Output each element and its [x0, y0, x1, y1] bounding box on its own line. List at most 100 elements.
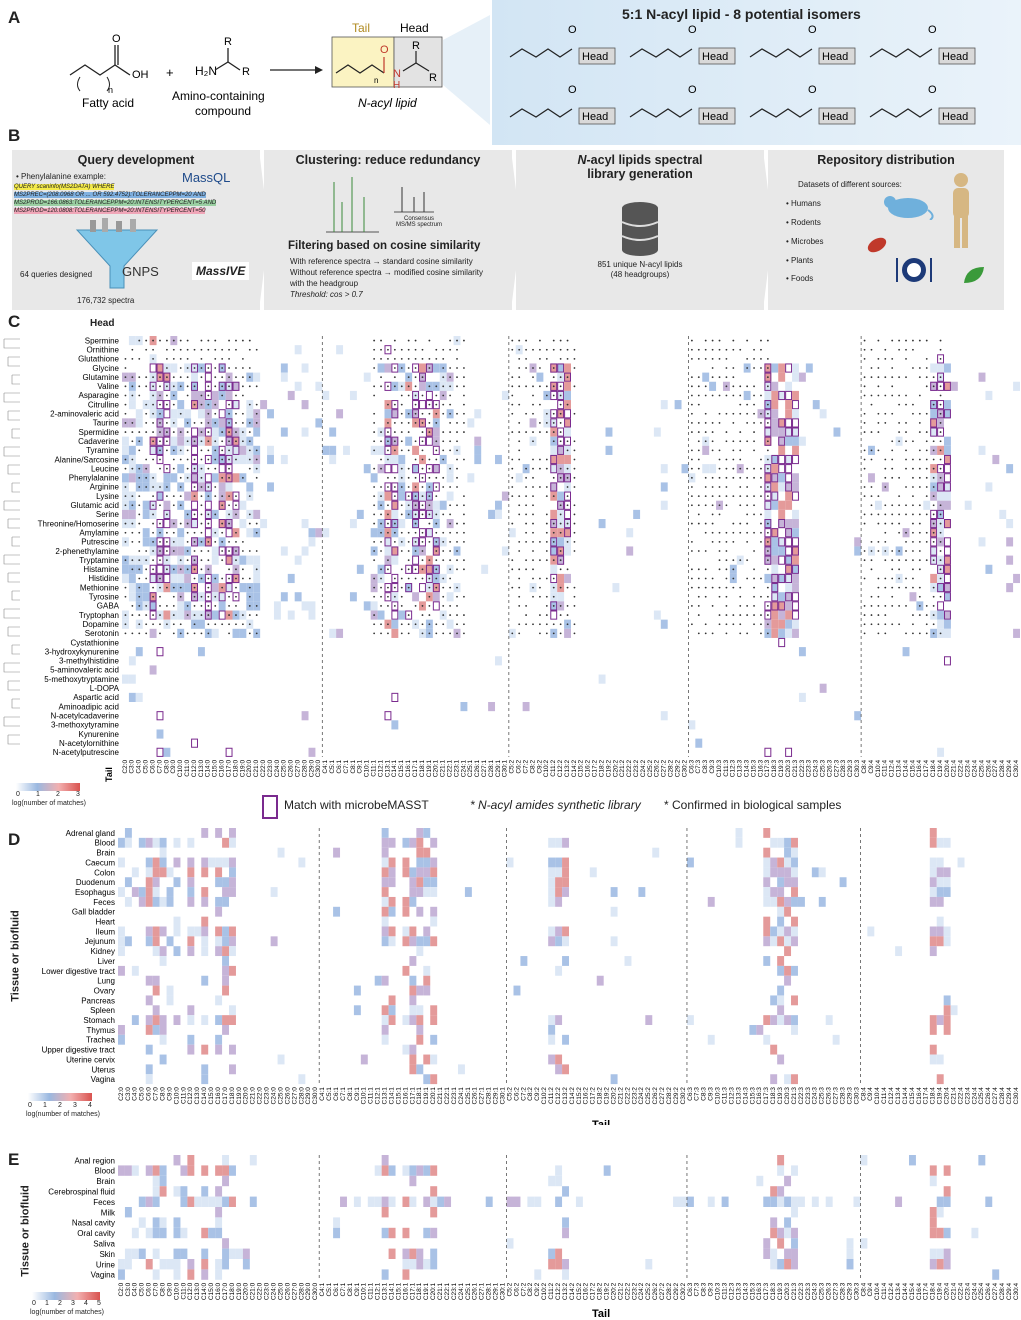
microbemasst-box — [384, 482, 392, 492]
microbemasst-box — [163, 546, 171, 556]
synthetic-dot — [387, 586, 389, 589]
synthetic-dot — [449, 412, 452, 415]
synthetic-dot — [704, 422, 707, 424]
heatmap-cell — [267, 482, 274, 492]
synthetic-dot — [193, 605, 196, 607]
heatmap-cell — [333, 847, 341, 858]
synthetic-dot — [172, 495, 175, 498]
synthetic-dot — [414, 458, 417, 461]
heatmap-cell — [416, 877, 424, 888]
product-r1: R — [412, 40, 420, 52]
tail-tick-label: C6:1 — [336, 760, 343, 774]
synthetic-dot — [373, 367, 376, 369]
microbemasst-box — [218, 381, 226, 391]
heatmap-cell — [943, 1186, 951, 1197]
synthetic-dot — [179, 357, 182, 360]
funnel-icon — [75, 218, 159, 289]
heatmap-cell — [215, 1196, 223, 1207]
tail-tick-label: C5:0 — [143, 760, 150, 774]
synthetic-dot — [725, 614, 728, 616]
tail-tick-label: C5:2 — [506, 1282, 513, 1296]
synthetic-dot — [877, 614, 880, 616]
synthetic-dot — [732, 467, 735, 470]
tail-tick-label: C16:0 — [219, 760, 226, 778]
tail-tick-label: C8:1 — [347, 1087, 354, 1101]
heatmap-cell — [432, 592, 440, 602]
synthetic-dot — [387, 422, 389, 424]
synthetic-dot — [898, 440, 901, 443]
heatmap-cell — [868, 473, 875, 483]
synthetic-dot — [753, 449, 755, 452]
synthetic-dot — [539, 339, 541, 342]
heatmap-cell — [287, 573, 295, 584]
microbemasst-box — [225, 400, 233, 410]
heatmap-cell — [792, 363, 799, 373]
heatmap-cell — [145, 1025, 153, 1035]
microbemasst-box — [764, 491, 772, 501]
tail-tick-label: C26:1 — [472, 1282, 479, 1300]
synthetic-dot — [932, 632, 935, 635]
heatmap-cell — [495, 454, 502, 465]
synthetic-dot — [532, 412, 534, 415]
heatmap-cell — [771, 427, 779, 437]
heatmap-cell — [308, 747, 316, 757]
microbemasst-box — [391, 482, 399, 492]
heatmap-cell — [267, 409, 274, 419]
dendrogram-branch — [3, 662, 20, 673]
synthetic-dot — [539, 403, 541, 406]
synthetic-dot — [152, 431, 154, 433]
tail-tick-label: C15:0 — [208, 1282, 215, 1300]
synthetic-dot — [753, 623, 755, 626]
synthetic-dot — [905, 422, 907, 424]
heatmap-cell — [163, 610, 171, 620]
synthetic-dot — [179, 376, 182, 379]
synthetic-dot — [193, 403, 196, 406]
heatmap-cell — [770, 1217, 778, 1228]
synthetic-dot — [746, 412, 749, 415]
heatmap-cell — [152, 975, 160, 986]
synthetic-dot — [559, 586, 562, 589]
box-library: N-acyl lipids spectral library generatio… — [516, 150, 764, 310]
synthetic-dot — [566, 495, 569, 498]
heatmap-cell — [937, 747, 945, 757]
heatmap-cell — [402, 1227, 410, 1239]
heatmap-cell — [194, 1196, 202, 1207]
heatmap-cell — [423, 847, 431, 858]
source-plants: • Plants — [786, 256, 814, 265]
microbemasst-box — [384, 711, 392, 721]
filter-title: Filtering based on cosine similarity — [288, 240, 481, 252]
microbemasst-box — [218, 409, 226, 419]
synthetic-dot — [545, 385, 548, 388]
heatmap-cell — [229, 1165, 236, 1176]
tail-tick-label: C30:1 — [499, 1282, 506, 1300]
synthetic-dot — [221, 348, 224, 351]
synthetic-dot — [221, 623, 224, 626]
heatmap-cell — [409, 1259, 417, 1270]
synthetic-dot — [697, 504, 700, 507]
synthetic-dot — [753, 504, 755, 507]
row-label: Asparagine — [79, 391, 120, 400]
tail-axis-label: Tail — [104, 767, 114, 782]
tail-tick-label: C23:1 — [451, 1087, 458, 1105]
heatmap-cell — [854, 537, 862, 547]
heatmap-cell — [771, 610, 779, 620]
heatmap-cell — [287, 390, 295, 401]
heatmap-cell — [778, 427, 786, 437]
synthetic-dot — [393, 531, 396, 534]
synthetic-dot — [725, 540, 728, 543]
synthetic-dot — [725, 586, 728, 589]
synthetic-dot — [753, 550, 755, 552]
heatmap-cell — [763, 956, 771, 966]
heatmap-cell — [173, 877, 181, 888]
synthetic-dot — [428, 422, 431, 424]
synthetic-dot — [753, 568, 755, 571]
synthetic-dot — [539, 540, 541, 543]
row-label: Ileum — [95, 927, 115, 936]
synthetic-dot — [891, 458, 894, 461]
heatmap-cell — [381, 906, 389, 917]
heatmap-cell — [550, 509, 558, 519]
synthetic-dot — [697, 449, 700, 452]
tail-tick-label: C10:2 — [541, 1087, 548, 1105]
tail-tick-label: C20:3 — [784, 1087, 791, 1105]
synthetic-dot — [435, 559, 438, 562]
